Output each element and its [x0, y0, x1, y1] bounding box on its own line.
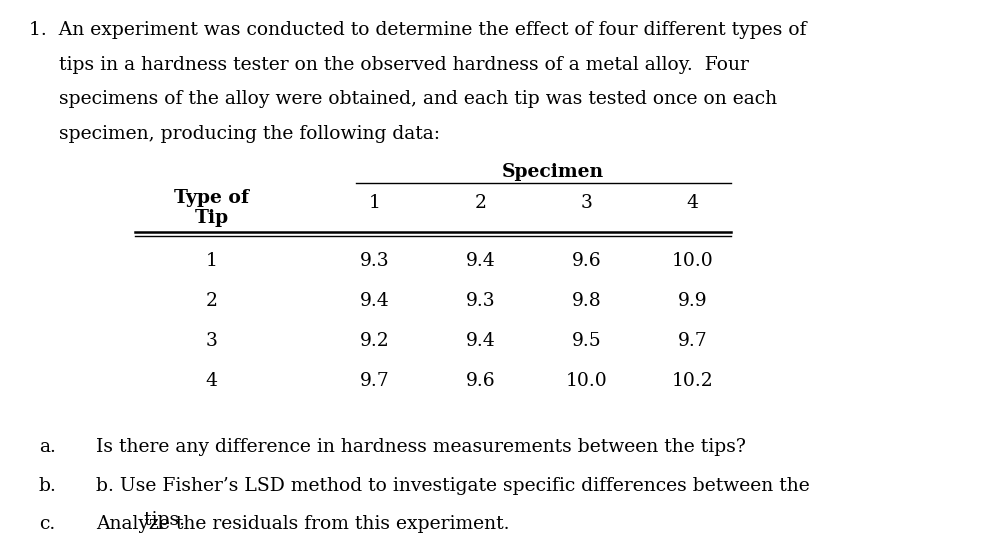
Text: tips.: tips. — [96, 511, 185, 529]
Text: a.: a. — [38, 438, 56, 456]
Text: Analyze the residuals from this experiment.: Analyze the residuals from this experime… — [96, 515, 510, 533]
Text: 9.4: 9.4 — [466, 332, 495, 350]
Text: 9.6: 9.6 — [466, 372, 495, 390]
Text: 2: 2 — [206, 292, 218, 310]
Text: 9.8: 9.8 — [572, 292, 601, 310]
Text: 10.2: 10.2 — [672, 372, 713, 390]
Text: 10.0: 10.0 — [566, 372, 607, 390]
Text: 1.  An experiment was conducted to determine the effect of four different types : 1. An experiment was conducted to determ… — [29, 21, 806, 40]
Text: 3: 3 — [581, 194, 593, 212]
Text: 9.6: 9.6 — [572, 253, 601, 270]
Text: 9.3: 9.3 — [360, 253, 389, 270]
Text: 9.7: 9.7 — [678, 332, 707, 350]
Text: 9.7: 9.7 — [360, 372, 390, 390]
Text: b. Use Fisher’s LSD method to investigate specific differences between the: b. Use Fisher’s LSD method to investigat… — [96, 476, 810, 494]
Text: 9.9: 9.9 — [678, 292, 707, 310]
Text: 1: 1 — [206, 253, 218, 270]
Text: Type of
Tip: Type of Tip — [175, 189, 249, 228]
Text: 10.0: 10.0 — [672, 253, 713, 270]
Text: 9.5: 9.5 — [572, 332, 601, 350]
Text: 9.2: 9.2 — [360, 332, 390, 350]
Text: 2: 2 — [475, 194, 487, 212]
Text: Is there any difference in hardness measurements between the tips?: Is there any difference in hardness meas… — [96, 438, 747, 456]
Text: b.: b. — [38, 476, 57, 494]
Text: 4: 4 — [206, 372, 218, 390]
Text: specimens of the alloy were obtained, and each tip was tested once on each: specimens of the alloy were obtained, an… — [29, 91, 777, 108]
Text: Specimen: Specimen — [502, 163, 604, 180]
Text: 9.4: 9.4 — [466, 253, 495, 270]
Text: 9.4: 9.4 — [360, 292, 390, 310]
Text: specimen, producing the following data:: specimen, producing the following data: — [29, 125, 440, 143]
Text: 1: 1 — [369, 194, 381, 212]
Text: tips in a hardness tester on the observed hardness of a metal alloy.  Four: tips in a hardness tester on the observe… — [29, 56, 749, 74]
Text: 3: 3 — [206, 332, 218, 350]
Text: 4: 4 — [687, 194, 698, 212]
Text: c.: c. — [38, 515, 55, 533]
Text: 9.3: 9.3 — [466, 292, 495, 310]
